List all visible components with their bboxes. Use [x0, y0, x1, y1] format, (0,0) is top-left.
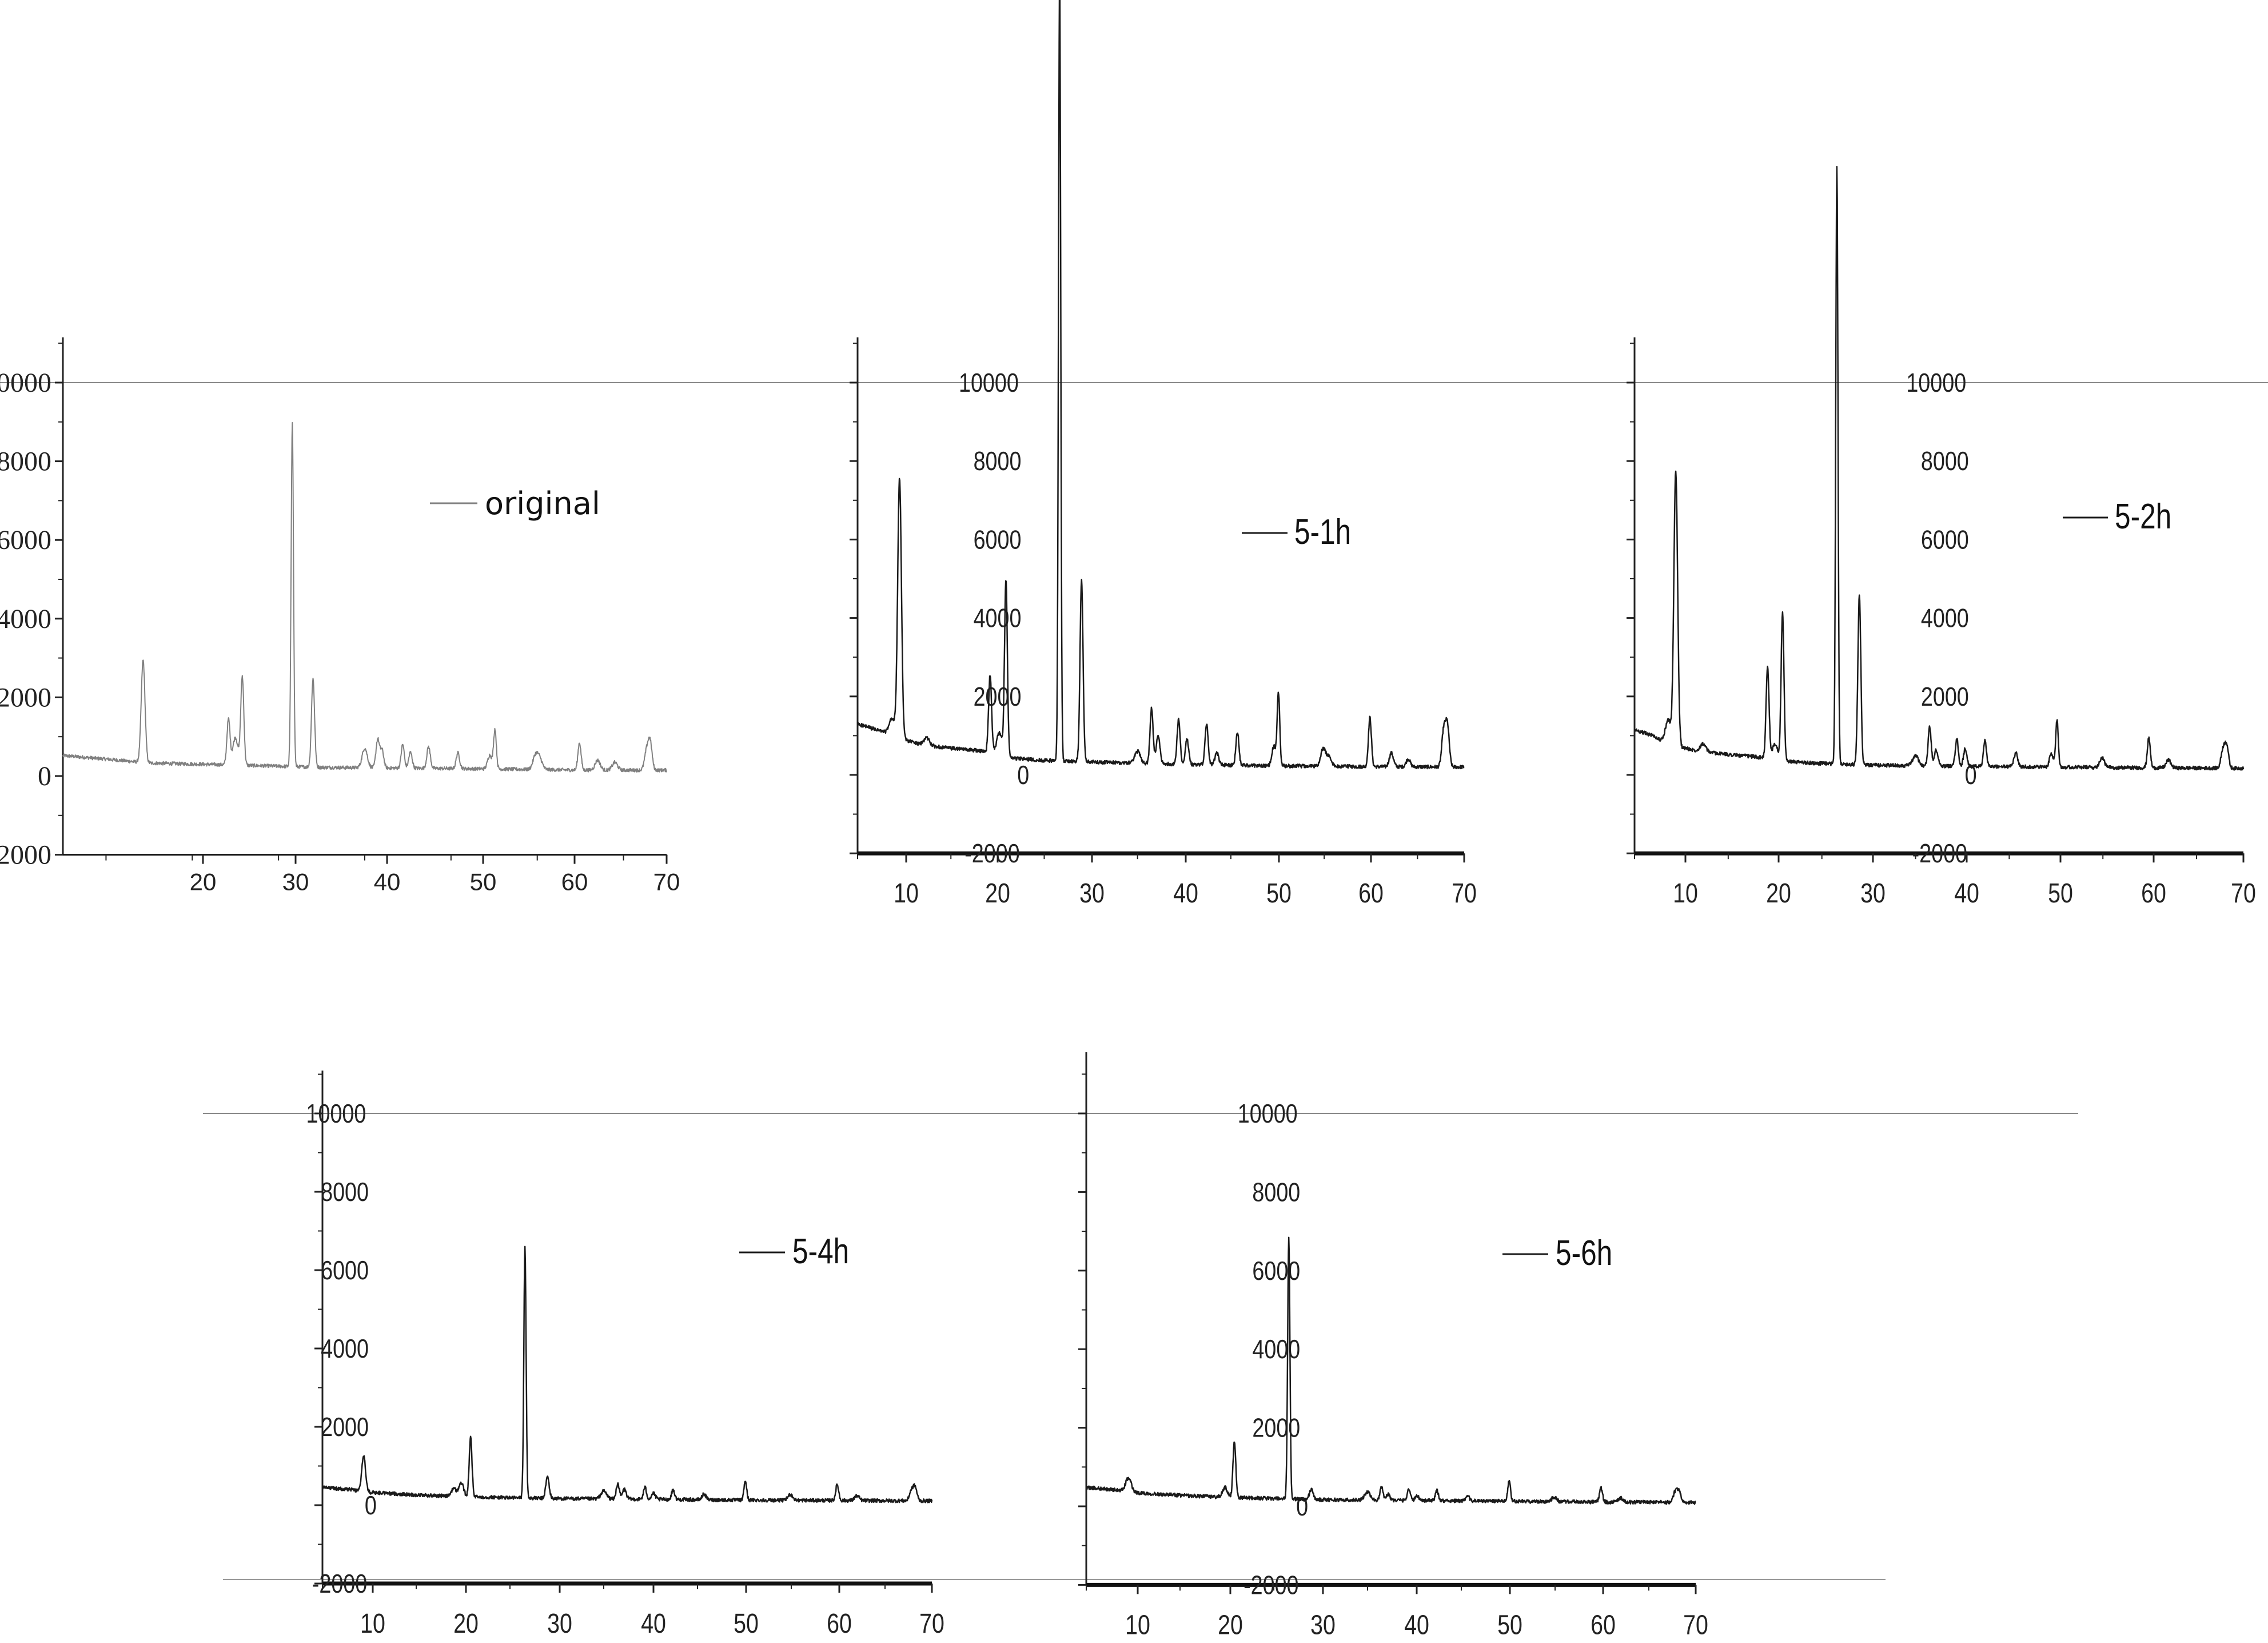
- y-tick-label: -2000: [1912, 839, 1967, 868]
- y-tick-label: 2000: [321, 1412, 369, 1441]
- y-tick-label: 8000: [1252, 1177, 1300, 1207]
- y-tick-label: 0: [365, 1490, 377, 1519]
- x-tick-label: 50: [470, 869, 497, 896]
- x-tick-label: 10: [360, 1608, 385, 1639]
- x-tick-label: 50: [734, 1608, 759, 1639]
- y-tick-label: -2000: [1243, 1570, 1298, 1600]
- legend-label: original: [485, 486, 600, 522]
- y-tick-label: 10000: [1238, 1099, 1298, 1128]
- x-tick-label: 30: [547, 1608, 572, 1639]
- y-tick-label: 4000: [0, 604, 51, 634]
- y-tick-label: 0: [1296, 1491, 1308, 1521]
- y-tick-label: 0: [1965, 760, 1977, 789]
- x-tick-label: 60: [1591, 1610, 1616, 1641]
- series-line: [62, 422, 667, 773]
- y-tick-label: -2000: [312, 1569, 367, 1598]
- y-tick-label: -2000: [964, 839, 1019, 868]
- x-tick-label: 70: [1683, 1610, 1708, 1641]
- x-tick-label: 40: [1404, 1610, 1429, 1641]
- x-tick-label: 30: [282, 869, 309, 896]
- y-tick-label: 6000: [321, 1255, 369, 1284]
- series-line: [1086, 1236, 1696, 1505]
- y-tick-label: 10000: [306, 1099, 366, 1128]
- x-tick-label: 10: [1673, 878, 1698, 909]
- x-tick-label: 20: [453, 1608, 479, 1639]
- y-tick-label: 0: [1017, 760, 1029, 789]
- y-tick-label: 8000: [1921, 447, 1969, 476]
- y-tick-label: 6000: [0, 525, 51, 555]
- panel-original: -2000 0 2000 4000 6000 8000 10000 20 30 40 50 60 70 o…: [0, 337, 680, 896]
- x-tick-label: 60: [1358, 878, 1384, 909]
- x-tick-label: 40: [1954, 878, 1979, 909]
- panel-5-4h: -2000 0 2000 4000 6000 8000 10000 10 20 30 40 50 60 7…: [306, 1071, 944, 1639]
- x-tick-label: 30: [1860, 878, 1886, 909]
- y-tick-label: 0: [38, 761, 51, 791]
- panel-5-2h: -2000 0 2000 4000 6000 8000 10000 10 20 30 40 50 60 7…: [1627, 165, 2256, 909]
- x-tick-label: 50: [1266, 878, 1292, 909]
- x-tick-label: 60: [561, 869, 588, 896]
- legend-label: 5-6h: [1556, 1233, 1612, 1273]
- y-tick-label: 6000: [974, 525, 1022, 554]
- x-tick-label: 40: [1173, 878, 1198, 909]
- x-tick-label: 20: [190, 869, 217, 896]
- x-tick-label: 30: [1079, 878, 1105, 909]
- panel-5-6h: -2000 0 2000 4000 6000 8000 10000 10 20 30 40 50 60 7…: [1078, 1052, 1708, 1640]
- x-tick-label: 70: [653, 869, 680, 896]
- y-tick-label: 10000: [1906, 368, 1966, 397]
- y-tick-label: 6000: [1252, 1256, 1300, 1285]
- panel-5-1h: -2000 0 2000 4000 6000 8000 10000 10 20 30 40 50 60 7…: [850, 0, 1477, 909]
- y-tick-label: 8000: [321, 1177, 369, 1206]
- series-line: [856, 0, 1465, 770]
- x-tick-label: 20: [1218, 1610, 1243, 1641]
- x-tick-label: 10: [1125, 1610, 1150, 1641]
- y-tick-label: 2000: [1921, 682, 1969, 711]
- x-tick-label: 70: [1452, 878, 1477, 909]
- y-tick-label: 2000: [0, 682, 51, 713]
- x-tick-label: 30: [1310, 1610, 1336, 1641]
- x-tick-label: 20: [985, 878, 1010, 909]
- series-line: [1633, 165, 2245, 771]
- y-tick-label: 4000: [321, 1334, 369, 1363]
- x-tick-label: 10: [894, 878, 919, 909]
- x-tick-label: 70: [919, 1608, 944, 1639]
- y-tick-label: 2000: [1252, 1413, 1300, 1442]
- y-tick-label: 10000: [0, 368, 51, 398]
- series-line: [321, 1246, 933, 1503]
- y-tick-label: 4000: [1921, 603, 1969, 632]
- x-tick-label: 60: [827, 1608, 852, 1639]
- legend-label: 5-4h: [792, 1231, 849, 1271]
- y-tick-label: 8000: [974, 447, 1022, 476]
- legend-label: 5-2h: [2115, 496, 2171, 536]
- y-tick-label: 4000: [1252, 1335, 1300, 1364]
- y-tick-label: 10000: [959, 368, 1019, 397]
- x-tick-label: 40: [374, 869, 401, 896]
- x-tick-label: 70: [2231, 878, 2256, 909]
- y-tick-label: 8000: [0, 447, 51, 477]
- x-tick-label: 20: [1766, 878, 1791, 909]
- x-tick-label: 40: [641, 1608, 666, 1639]
- x-tick-label: 50: [2048, 878, 2073, 909]
- x-tick-label: 60: [2141, 878, 2166, 909]
- y-tick-label: 2000: [974, 682, 1022, 711]
- x-tick-label: 50: [1497, 1610, 1522, 1641]
- y-tick-label: 4000: [974, 603, 1022, 632]
- y-tick-label: 6000: [1921, 525, 1969, 554]
- legend-label: 5-1h: [1294, 512, 1351, 552]
- y-tick-label: -2000: [0, 840, 51, 870]
